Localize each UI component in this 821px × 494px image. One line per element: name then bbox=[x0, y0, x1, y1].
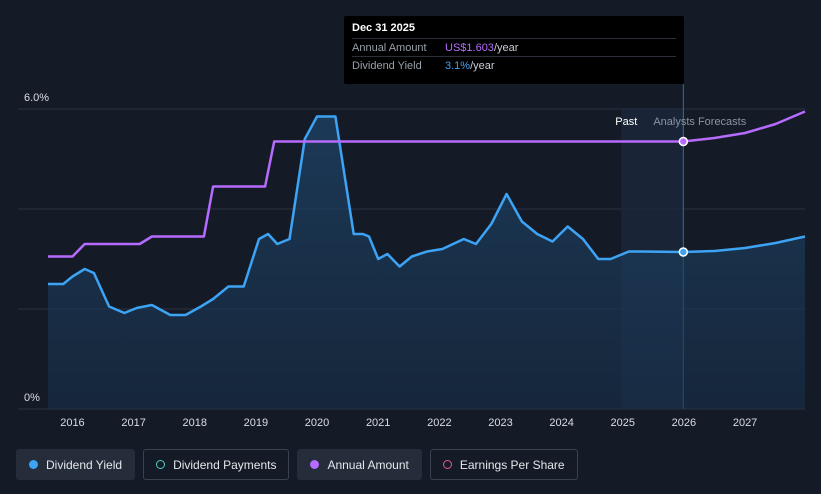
x-tick-label: 2022 bbox=[427, 417, 451, 429]
tooltip-label: Annual Amount bbox=[352, 42, 427, 54]
filled-dot-icon bbox=[310, 460, 320, 469]
legend-dividend-payments[interactable]: Dividend Payments bbox=[143, 449, 290, 480]
x-tick-label: 2027 bbox=[733, 417, 757, 429]
legend: Dividend Yield Dividend Payments Annual … bbox=[16, 449, 578, 480]
x-axis: 2016 2017 2018 2019 2020 2021 2022 2023 2024 2025… bbox=[60, 417, 757, 429]
x-tick-label: 2023 bbox=[488, 417, 512, 429]
x-tick-label: 2026 bbox=[672, 417, 696, 429]
yield-line bbox=[48, 115, 806, 317]
yield-highlight-point bbox=[678, 247, 689, 257]
legend-dividend-yield[interactable]: Dividend Yield bbox=[16, 449, 136, 480]
x-tick-label: 2016 bbox=[60, 417, 84, 429]
y-tick-label: 6.0% bbox=[24, 92, 49, 104]
y-axis: 6.0% 0% bbox=[24, 92, 49, 404]
ring-dot-icon bbox=[156, 460, 166, 469]
amount-highlight-point bbox=[678, 136, 689, 147]
x-tick-label: 2018 bbox=[183, 417, 207, 429]
x-tick-label: 2017 bbox=[121, 417, 145, 429]
tooltip-value: US$1.603 bbox=[445, 42, 494, 54]
legend-label: Annual Amount bbox=[327, 457, 409, 472]
legend-label: Earnings Per Share bbox=[459, 457, 565, 472]
tooltip-row-dividend-yield: Dividend Yield 3.1% /year bbox=[352, 56, 676, 74]
x-tick-label: 2024 bbox=[549, 417, 573, 429]
amount-line bbox=[48, 110, 806, 258]
y-tick-label: 0% bbox=[24, 392, 40, 404]
tooltip: Dec 31 2025 Annual Amount US$1.603 /year… bbox=[344, 16, 684, 84]
legend-label: Dividend Yield bbox=[46, 457, 123, 472]
tooltip-value: 3.1% bbox=[445, 60, 471, 72]
chart-area: Past Analysts Forecasts 6.0%0% 2016 2017 2… bbox=[18, 84, 806, 429]
filled-dot-icon bbox=[29, 460, 38, 469]
legend-label: Dividend Payments bbox=[173, 457, 277, 472]
tooltip-row-annual-amount: Annual Amount US$1.603 /year bbox=[352, 38, 676, 56]
yield-area bbox=[48, 116, 805, 409]
x-tick-label: 2021 bbox=[366, 417, 390, 429]
legend-annual-amount[interactable]: Annual Amount bbox=[297, 449, 422, 480]
tooltip-label: Dividend Yield bbox=[352, 60, 422, 72]
ring-dot-icon bbox=[442, 460, 452, 469]
x-tick-label: 2019 bbox=[244, 417, 268, 429]
x-tick-label: 2020 bbox=[305, 417, 329, 429]
tooltip-date: Dec 31 2025 bbox=[352, 22, 415, 34]
x-tick-label: 2025 bbox=[611, 417, 635, 429]
legend-earnings-per-share[interactable]: Earnings Per Share bbox=[429, 449, 578, 480]
tooltip-unit: /year bbox=[470, 60, 495, 72]
tooltip-unit: /year bbox=[493, 42, 519, 54]
past-label: Past bbox=[615, 116, 637, 128]
forecast-label: Analysts Forecasts bbox=[653, 116, 746, 128]
